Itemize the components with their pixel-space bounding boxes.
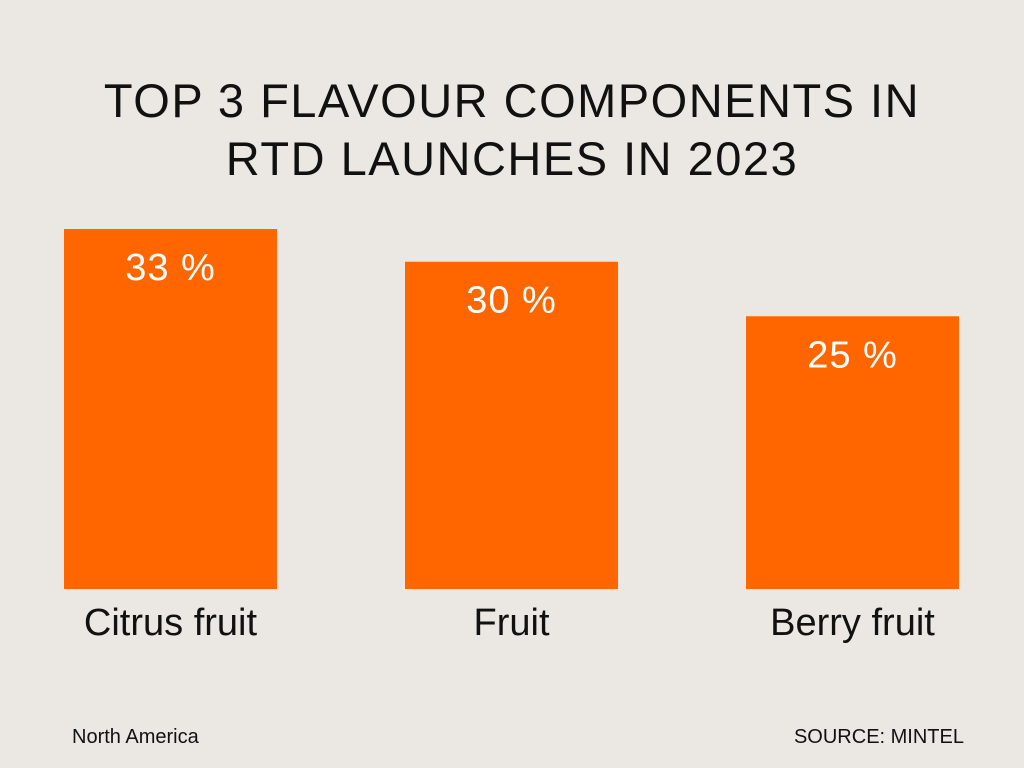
value-label-2: 25 % bbox=[807, 334, 898, 376]
bar-1 bbox=[405, 261, 618, 589]
source-note: SOURCE: MINTEL bbox=[793, 726, 964, 748]
bar-0 bbox=[64, 229, 277, 589]
category-label-2: Berry fruit bbox=[770, 602, 935, 644]
region-note: North America bbox=[72, 726, 199, 748]
value-label-0: 33 % bbox=[125, 247, 216, 289]
bar-2 bbox=[746, 316, 959, 589]
category-label-1: Fruit bbox=[474, 602, 550, 644]
chart-title-line-2: RTD LAUNCHES IN 2023 bbox=[225, 132, 799, 185]
chart-title: TOP 3 FLAVOUR COMPONENTS IN RTD LAUNCHES… bbox=[0, 72, 1024, 188]
value-label-1: 30 % bbox=[466, 280, 557, 322]
chart-title-line-1: TOP 3 FLAVOUR COMPONENTS IN bbox=[103, 74, 921, 127]
category-label-0: Citrus fruit bbox=[84, 602, 258, 644]
